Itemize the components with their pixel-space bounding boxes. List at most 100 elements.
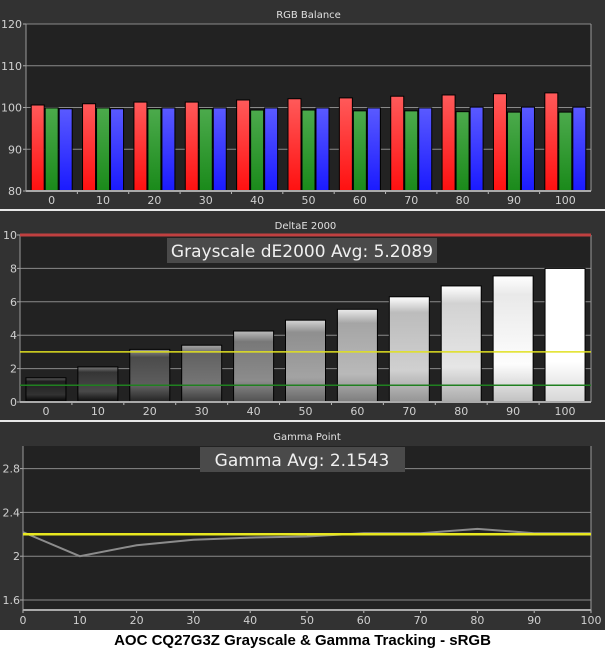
y-tick-label: 100 — [1, 102, 22, 115]
y-tick-label: 2 — [13, 550, 20, 563]
x-tick-label: 0 — [20, 614, 27, 627]
bar-green — [96, 107, 111, 192]
bar-red — [184, 101, 199, 192]
x-tick-label: 50 — [302, 194, 316, 207]
panel-divider — [0, 209, 605, 211]
y-tick-label: 2 — [10, 363, 17, 376]
y-tick-label: 110 — [1, 60, 22, 73]
x-tick-label: 90 — [507, 194, 521, 207]
y-tick-label: 4 — [10, 329, 17, 342]
x-tick-label: 30 — [195, 405, 209, 418]
bar-red — [338, 97, 353, 192]
x-tick-label: 90 — [506, 405, 520, 418]
chart-title: DeltaE 2000 — [275, 221, 337, 232]
x-tick-label: 50 — [299, 405, 313, 418]
bar-green — [198, 108, 213, 192]
bar-green — [404, 110, 419, 192]
avg-annotation-box — [200, 447, 405, 472]
bar-red — [544, 92, 559, 192]
deltae-bar — [336, 308, 378, 403]
y-tick-label: 2.8 — [3, 463, 21, 476]
bar-red — [236, 99, 251, 192]
bar-red — [441, 94, 456, 192]
bar-blue — [366, 107, 381, 192]
deltae-bar — [544, 267, 586, 403]
deltae-bar — [25, 377, 67, 403]
bar-green — [250, 109, 265, 192]
deltae-bar — [181, 344, 223, 403]
deltae-bar — [77, 366, 119, 403]
bar-green — [455, 111, 470, 192]
deltae-bar — [233, 330, 275, 403]
bar-blue — [315, 107, 330, 192]
deltae-bar — [285, 319, 326, 403]
x-tick-label: 40 — [250, 194, 264, 207]
x-tick-label: 40 — [247, 405, 261, 418]
y-tick-label: 90 — [8, 143, 22, 156]
y-tick-label: 8 — [10, 262, 17, 275]
y-tick-label: 2.4 — [3, 506, 21, 519]
bar-blue — [469, 106, 484, 192]
avg-annotation-box — [167, 238, 437, 263]
y-tick-label: 6 — [10, 296, 17, 309]
deltae-bar — [440, 285, 482, 403]
chart-title: Gamma Point — [273, 432, 341, 443]
plot-area — [23, 446, 591, 610]
x-tick-label: 70 — [404, 194, 418, 207]
y-tick-label: 120 — [1, 18, 22, 31]
deltae-bar — [129, 348, 171, 403]
x-tick-label: 10 — [96, 194, 110, 207]
x-tick-label: 0 — [42, 405, 49, 418]
y-tick-label: 0 — [10, 396, 17, 409]
x-tick-label: 0 — [48, 194, 55, 207]
x-tick-label: 100 — [555, 194, 576, 207]
bar-green — [301, 109, 316, 192]
x-tick-label: 50 — [300, 614, 314, 627]
bar-blue — [110, 108, 125, 192]
bar-green — [558, 111, 573, 192]
x-tick-label: 60 — [357, 614, 371, 627]
x-tick-label: 100 — [555, 405, 576, 418]
bar-green — [44, 107, 59, 192]
x-tick-label: 30 — [199, 194, 213, 207]
x-tick-label: 10 — [91, 405, 105, 418]
y-tick-label: 1.6 — [3, 594, 21, 607]
bar-red — [287, 98, 302, 192]
bar-red — [390, 95, 405, 192]
bar-blue — [418, 107, 433, 192]
avg-annotation: Gamma Avg: 2.1543 — [215, 451, 390, 471]
x-tick-label: 90 — [527, 614, 541, 627]
x-tick-label: 40 — [243, 614, 257, 627]
panel-divider — [0, 420, 605, 422]
rgb-balance-panel: RGB Balance 80 90 100 110 120 0 10 20 30 40 50 60 70 8… — [0, 0, 605, 209]
bar-blue — [212, 107, 227, 192]
x-tick-label: 80 — [470, 614, 484, 627]
bar-green — [352, 110, 367, 192]
deltae-bar — [492, 275, 534, 403]
bar-red — [492, 93, 507, 192]
x-tick-label: 80 — [456, 194, 470, 207]
bar-red — [30, 104, 45, 192]
bar-green — [147, 108, 162, 192]
gamma-measured-line — [22, 527, 591, 558]
x-tick-label: 30 — [186, 614, 200, 627]
bar-blue — [58, 108, 73, 192]
bar-red — [82, 103, 97, 192]
x-tick-label: 60 — [353, 194, 367, 207]
gamma-panel: Gamma Point 1.6 2 2.4 2.8 0 10 20 30 40 50 60 70 80 90… — [0, 422, 605, 630]
x-tick-label: 70 — [414, 614, 428, 627]
bar-red — [133, 101, 148, 192]
y-tick-label: 10 — [3, 229, 17, 242]
avg-annotation: Grayscale dE2000 Avg: 5.2089 — [171, 242, 433, 262]
x-tick-label: 60 — [350, 405, 364, 418]
x-tick-label: 20 — [147, 194, 161, 207]
y-tick-label: 80 — [8, 185, 22, 198]
deltae-bar — [388, 296, 430, 403]
x-tick-label: 20 — [143, 405, 157, 418]
chart-title: RGB Balance — [276, 10, 341, 21]
x-tick-label: 10 — [73, 614, 87, 627]
bar-green — [506, 111, 521, 192]
x-tick-label: 70 — [402, 405, 416, 418]
bar-blue — [161, 107, 176, 192]
